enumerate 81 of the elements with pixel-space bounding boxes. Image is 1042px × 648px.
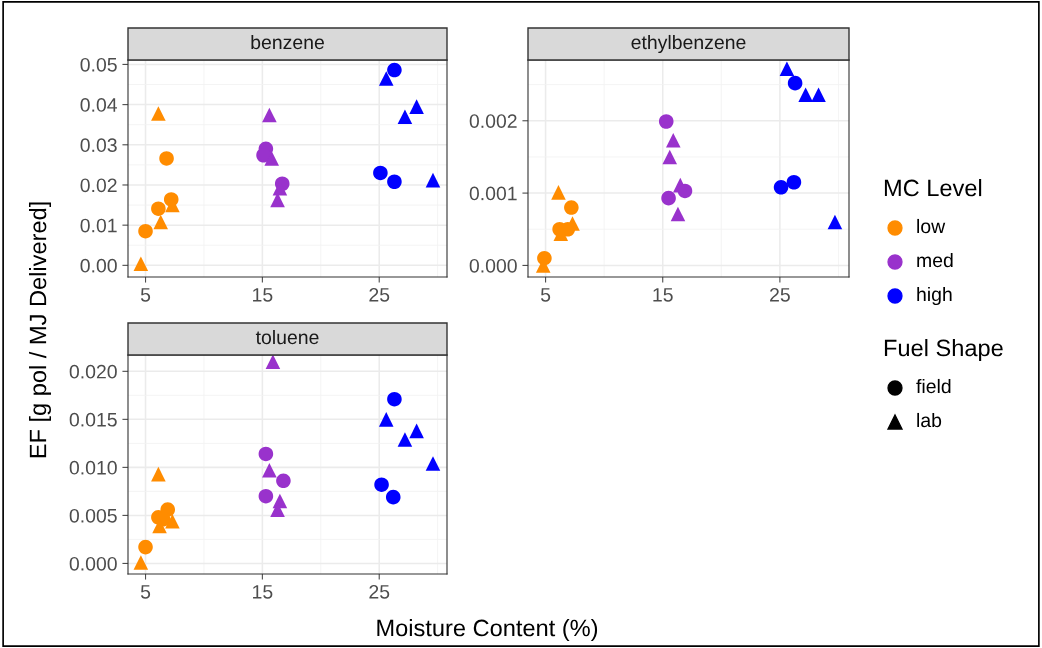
point (151, 106, 166, 121)
y-axis-title: EF [g pol / MJ Delivered] (29, 202, 51, 458)
chart-title: ethylbenzene (631, 34, 746, 54)
y-tick-label: 0.001 (469, 186, 517, 201)
y-tick-label: 0.005 (69, 508, 117, 523)
y-tick-label: 0.02 (80, 178, 117, 193)
point (151, 466, 166, 482)
point (264, 151, 280, 166)
point (138, 539, 153, 555)
x-tick-label: 5 (140, 585, 151, 599)
point (265, 355, 281, 370)
point (425, 456, 441, 471)
point (397, 109, 413, 124)
point (159, 151, 174, 166)
point (374, 477, 389, 492)
legend-label: low (917, 218, 946, 234)
point (658, 114, 674, 129)
point (409, 99, 424, 114)
point (425, 172, 441, 188)
point (378, 412, 394, 427)
x-axis-title: Moisture Content (%) (377, 618, 598, 641)
y-tick-label: 0.01 (80, 218, 117, 233)
point (258, 446, 274, 462)
point (798, 87, 813, 102)
point (165, 513, 180, 529)
point (262, 107, 277, 123)
point (670, 206, 686, 222)
point (378, 71, 394, 86)
legend-label: med (917, 252, 953, 268)
point (661, 190, 676, 206)
point (133, 256, 149, 272)
x-tick-label: 15 (253, 288, 273, 302)
y-tick-label: 0.020 (69, 364, 117, 379)
point (387, 174, 402, 190)
y-tick-label: 0.000 (469, 258, 517, 273)
point (256, 147, 271, 163)
point (385, 489, 401, 505)
point (773, 180, 789, 195)
text: MC Level (884, 179, 982, 197)
point (665, 133, 681, 148)
point (151, 201, 166, 216)
point (373, 165, 388, 181)
x-tick-label: 25 (770, 287, 790, 302)
y-tick-label: 0.03 (80, 138, 117, 153)
x-tick-label: 5 (140, 288, 151, 302)
x-tick-label: 25 (369, 584, 390, 599)
point (397, 432, 413, 447)
legend-label: high (917, 286, 952, 306)
text: Fuel Shape (884, 338, 1003, 361)
y-tick-label: 0.04 (80, 98, 118, 112)
x-tick-label: 5 (540, 288, 551, 302)
point (258, 488, 274, 504)
y-tick-label: 0.00 (80, 258, 117, 273)
point (276, 473, 291, 489)
point (387, 62, 402, 78)
y-tick-label: 0.015 (69, 412, 117, 427)
y-tick-label: 0.05 (80, 57, 117, 72)
point (827, 214, 843, 230)
x-tick-label: 15 (653, 288, 673, 302)
y-tick-label: 0.010 (69, 460, 117, 475)
point (133, 555, 149, 570)
y-tick-label: 0.000 (69, 556, 117, 571)
point (779, 61, 795, 76)
point (564, 200, 579, 215)
point (787, 75, 803, 91)
chart-title: toluene (255, 329, 319, 345)
point (387, 391, 402, 407)
point (786, 174, 802, 190)
chart-title: benzene (251, 34, 324, 50)
x-tick-label: 25 (369, 287, 390, 302)
point (662, 149, 678, 165)
x-tick-label: 15 (253, 585, 273, 599)
point (153, 214, 168, 230)
point (262, 462, 277, 478)
y-tick-label: 0.002 (469, 114, 517, 128)
point (138, 223, 153, 239)
legend-label: field (916, 378, 951, 394)
point (551, 185, 566, 200)
point (409, 423, 424, 439)
legend-label: lab (917, 412, 942, 428)
point (811, 87, 826, 102)
